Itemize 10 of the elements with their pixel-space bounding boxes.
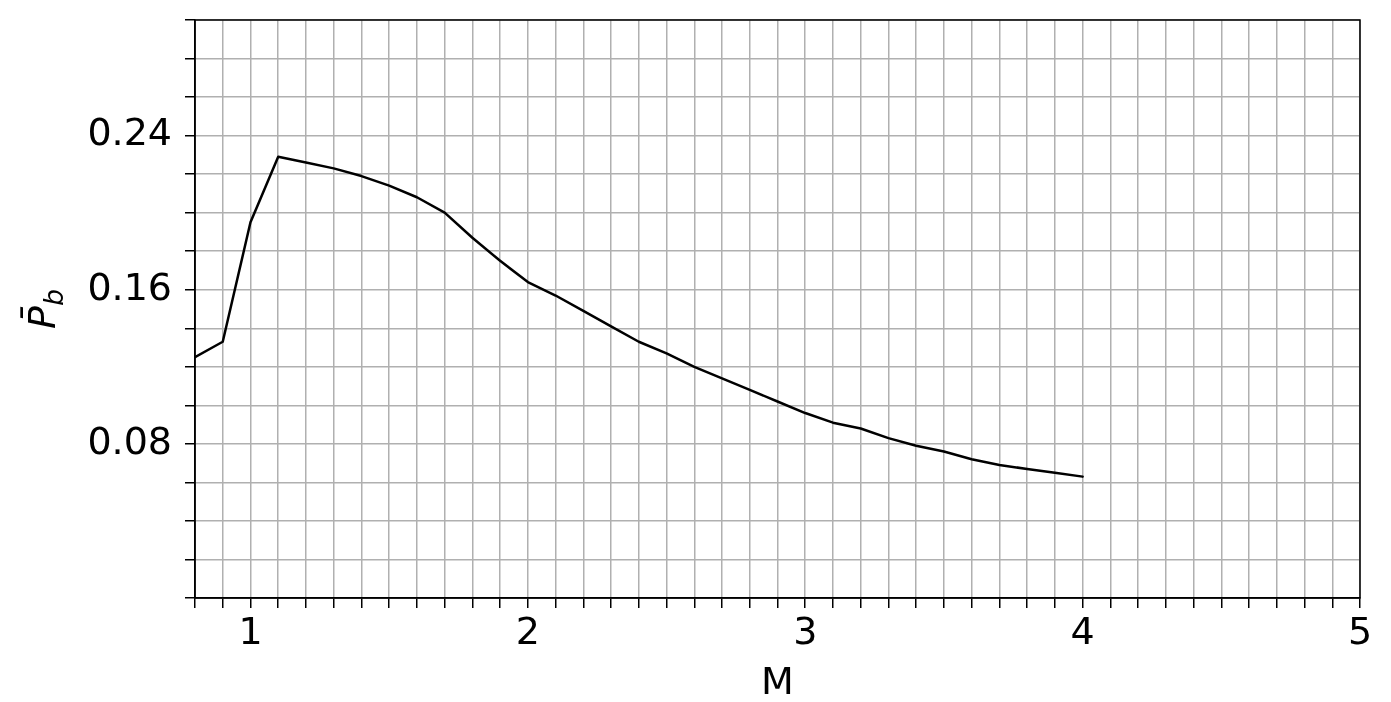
x-axis-title: M bbox=[761, 658, 794, 702]
x-tick-label: 3 bbox=[793, 608, 818, 653]
y-tick-label: 0.16 bbox=[87, 264, 172, 309]
y-axis-title: P̄b bbox=[19, 288, 69, 330]
x-tick-label: 2 bbox=[515, 608, 540, 653]
y-tick-label: 0.24 bbox=[87, 110, 172, 155]
x-tick-label: 4 bbox=[1070, 608, 1095, 653]
x-tick-label: 5 bbox=[1347, 608, 1373, 653]
x-tick-label: 1 bbox=[238, 608, 263, 653]
y-tick-label: 0.08 bbox=[87, 418, 172, 463]
